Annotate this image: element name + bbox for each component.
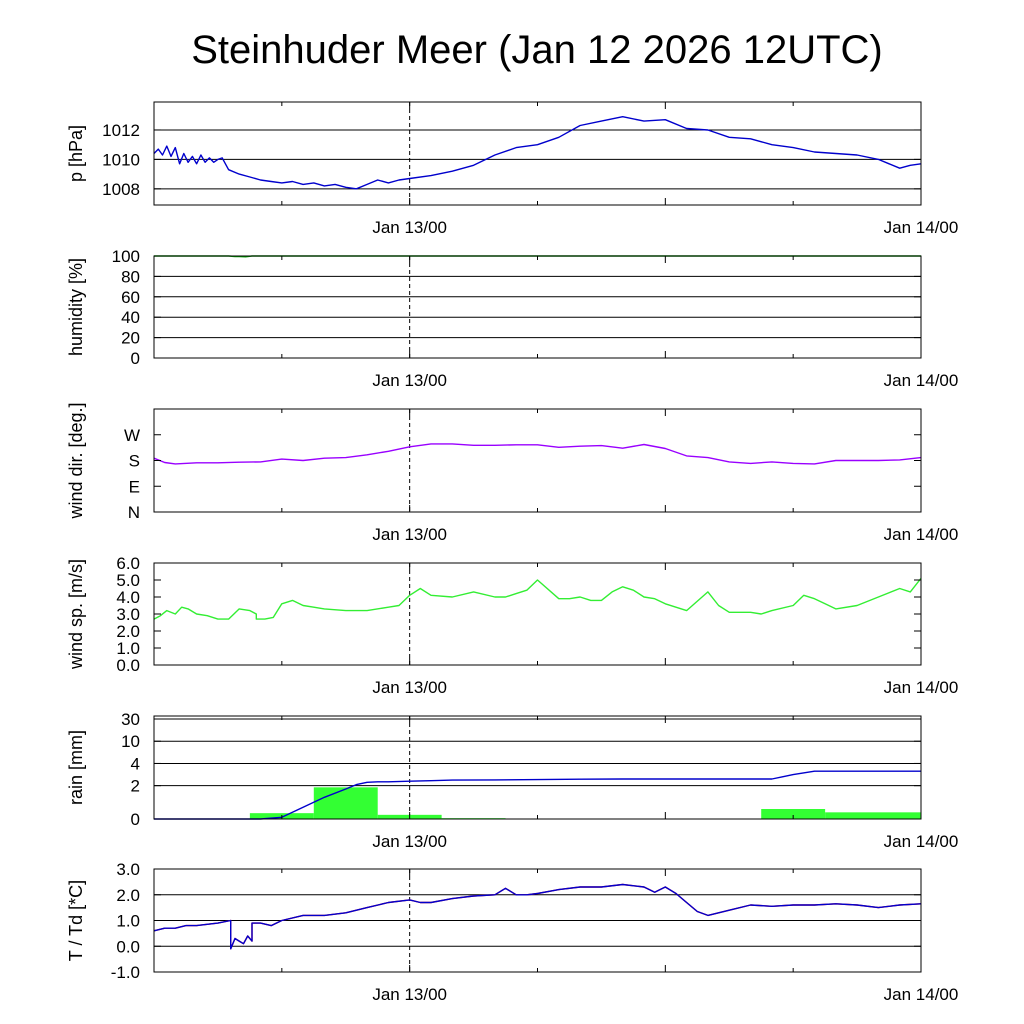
y-tick-label: 1010 (102, 150, 140, 169)
x-tick-label: Jan 13/00 (372, 525, 447, 544)
y-tick-label: 0.0 (116, 656, 140, 675)
chart-title: Steinhuder Meer (Jan 12 2026 12UTC) (191, 28, 883, 72)
panel-wind_speed: 0.01.02.03.04.05.06.0 Jan 13/00 Jan 14/00 w… (66, 554, 958, 697)
y-axis-label: T / Td [*C] (66, 880, 86, 961)
panel-frame (153, 868, 922, 973)
y-tick-label: 20 (121, 329, 140, 348)
y-tick-label: 1.0 (116, 912, 140, 931)
y-tick-label: 0 (131, 349, 140, 368)
y-tick-label: 3.0 (116, 605, 140, 624)
y-tick-label: S (129, 452, 140, 471)
panel-frame (153, 562, 922, 666)
y-tick-label: N (128, 503, 140, 522)
x-tick-label: Jan 13/00 (372, 832, 447, 851)
y-tick-label: 10 (121, 732, 140, 751)
panel-frame (153, 101, 922, 206)
rain-bar (313, 787, 378, 819)
panel-frame (153, 255, 922, 359)
y-tick-label: 1012 (102, 121, 140, 140)
series-line-accumulated-rain (154, 770, 921, 820)
y-tick-label: 1.0 (116, 639, 140, 658)
x-tick-label: Jan 14/00 (884, 371, 959, 390)
panel-frame (153, 715, 922, 820)
y-tick-label: 2 (131, 777, 140, 796)
y-tick-label: 2.0 (116, 622, 140, 641)
x-tick-label: Jan 13/00 (372, 218, 447, 237)
panel-frame (153, 408, 922, 513)
y-axis-label: rain [mm] (66, 730, 86, 805)
y-tick-label: 5.0 (116, 571, 140, 590)
y-tick-label: -1.0 (111, 963, 140, 982)
y-tick-label: 4.0 (116, 588, 140, 607)
y-tick-label: W (124, 426, 140, 445)
y-tick-label: 30 (121, 710, 140, 729)
series-line-wind_direction (153, 443, 922, 465)
y-axis-label: wind dir. [deg.] (66, 402, 86, 519)
y-tick-label: 3.0 (116, 860, 140, 879)
y-axis-label: p [hPa] (66, 125, 86, 182)
x-tick-label: Jan 14/00 (884, 525, 959, 544)
y-tick-label: 0.0 (116, 937, 140, 956)
panel-pressure: 1008 1010 1012 Jan 13/00 Jan 14/00 p [hPa] (66, 101, 959, 237)
rain-bar (761, 809, 826, 819)
panel-rain: 0 2 4 10 30 Jan 13/00 Jan 14/00 rain [mm] (66, 710, 958, 851)
x-tick-label: Jan 13/00 (372, 678, 447, 697)
y-tick-label: 4 (131, 754, 140, 773)
rain-bar (825, 812, 921, 819)
y-tick-label: 2.0 (116, 886, 140, 905)
y-tick-label: 1008 (102, 180, 140, 199)
y-axis-label: humidity [%] (66, 258, 86, 356)
y-tick-label: 100 (112, 247, 140, 266)
x-tick-label: Jan 13/00 (372, 371, 447, 390)
y-tick-label: 40 (121, 308, 140, 327)
series-line-dewpoint (153, 883, 922, 950)
y-tick-label: 0 (131, 810, 140, 829)
y-tick-label: 80 (121, 267, 140, 286)
y-tick-label: 6.0 (116, 554, 140, 573)
x-tick-label: Jan 14/00 (884, 678, 959, 697)
x-tick-label: Jan 14/00 (884, 985, 959, 1004)
y-tick-label: E (129, 477, 140, 496)
y-tick-label: 60 (121, 288, 140, 307)
x-tick-label: Jan 13/00 (372, 985, 447, 1004)
x-tick-label: Jan 14/00 (884, 832, 959, 851)
x-tick-label: Jan 14/00 (884, 218, 959, 237)
panel-temperature_dewpoint: -1.0 0.0 1.0 2.0 3.0 Jan 13/00 Jan 14/00 T / Td… (66, 860, 958, 1004)
y-axis-label: wind sp. [m/s] (66, 559, 86, 670)
series-line-wind_speed (153, 577, 922, 620)
series-line-pressure (153, 115, 922, 190)
